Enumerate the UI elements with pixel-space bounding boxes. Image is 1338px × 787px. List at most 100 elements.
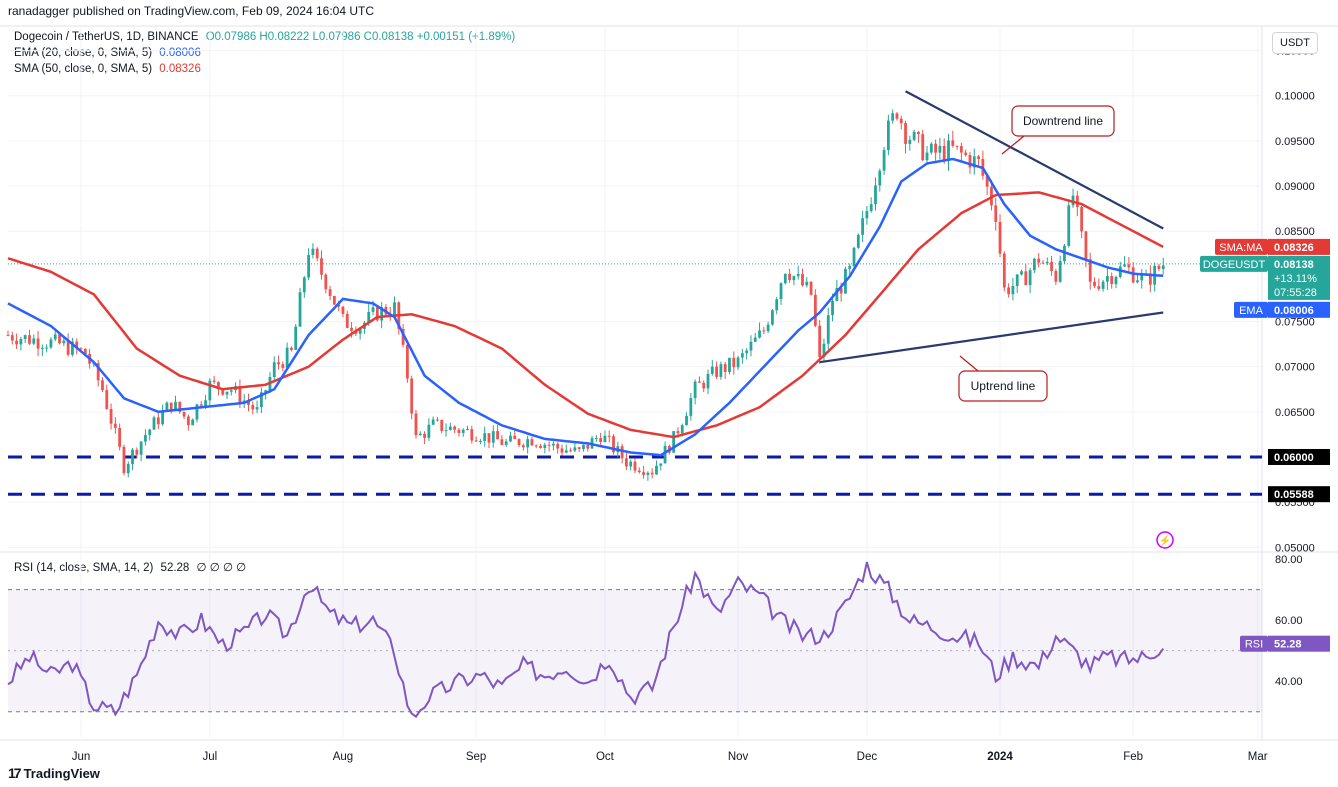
candle-body [1015, 274, 1019, 286]
candle-body [161, 410, 165, 425]
candle-body [929, 143, 933, 153]
candle-body [474, 440, 478, 442]
candle-body [290, 347, 293, 350]
candle-body [461, 429, 465, 433]
candle-body [169, 402, 173, 410]
candle-body [783, 273, 787, 284]
candle-body [45, 347, 49, 349]
candle-body [1020, 271, 1023, 275]
candle-body [1058, 261, 1062, 282]
candle-body [10, 335, 14, 341]
candle-body [1037, 258, 1041, 263]
candle-body [208, 380, 212, 401]
candle-body [500, 439, 504, 445]
candle-body [577, 447, 581, 449]
candle-body [848, 266, 852, 269]
candle-body [371, 307, 375, 312]
trendline [819, 311, 1164, 364]
candle-body [921, 134, 925, 161]
time-tick-label: Sep [466, 751, 486, 763]
candle-body [680, 425, 684, 434]
candle-body [1136, 280, 1139, 283]
candle-body [861, 218, 865, 235]
currency-button[interactable]: USDT [1272, 32, 1318, 54]
candle-body [247, 400, 250, 405]
candle-body [6, 335, 10, 337]
candle-body [221, 388, 225, 395]
candle-body [826, 315, 830, 344]
legend-ema-row[interactable]: EMA (20, close, 0, SMA, 5) 0.08006 [14, 47, 201, 59]
rsi-tag-value: 52.28 [1274, 639, 1302, 651]
candle-body [1114, 276, 1118, 285]
candle-body [912, 131, 916, 140]
alert-icon-glyph: ⚡ [1159, 534, 1171, 547]
uptrend-callout-box [958, 370, 1048, 402]
price-tick-label: 0.05000 [1275, 542, 1315, 554]
candle-body [135, 449, 139, 455]
candle-body [470, 429, 474, 441]
candle-body [586, 444, 590, 449]
time-tick-label: 2024 [987, 751, 1013, 763]
candle-body [251, 404, 255, 410]
candle-body [414, 413, 418, 436]
candle-body [994, 205, 998, 222]
rsi-tick-label: 60.00 [1275, 615, 1303, 627]
candle-body [904, 123, 907, 144]
candle-body [96, 363, 100, 381]
rsi-tag-label-bg [1240, 635, 1268, 652]
candle-body [259, 392, 263, 408]
rsi-tick-label: 80.00 [1275, 554, 1303, 566]
candle-body [556, 443, 560, 449]
candle-body [1041, 262, 1045, 264]
candle-body [530, 439, 534, 446]
candle-body [466, 429, 469, 431]
candle-body [891, 113, 895, 121]
candle-body [689, 398, 693, 416]
candle-body [1084, 231, 1088, 260]
candle-body [766, 324, 770, 332]
legend-sma-row[interactable]: SMA (50, close, 0, SMA, 5) 0.08326 [14, 63, 201, 75]
candle-body [405, 344, 409, 379]
candle-body [83, 348, 87, 355]
candle-body [1054, 270, 1058, 282]
candle-body [272, 362, 276, 378]
candle-body [1161, 265, 1165, 269]
candle-body [478, 440, 482, 442]
legend-symbol-row: Dogecoin / TetherUS, 1D, BINANCE O0.0798… [14, 31, 515, 43]
candle-body [1101, 281, 1105, 289]
candle-body [71, 341, 74, 355]
candle-body [75, 341, 79, 349]
candle-body [710, 366, 714, 374]
candle-body [118, 427, 122, 447]
candle-body [659, 463, 663, 466]
candle-body [79, 348, 83, 350]
candle-body [191, 419, 195, 426]
candle-body [285, 347, 289, 368]
candle-body [281, 364, 285, 368]
candle-body [358, 328, 362, 334]
candle-body [801, 274, 804, 286]
candle-body [693, 381, 697, 399]
legend-symbol[interactable]: Dogecoin / TetherUS, 1D, BINANCE [14, 31, 199, 43]
candle-body [156, 417, 160, 425]
uptrend-callout-pointer [959, 355, 979, 372]
candle-body [444, 430, 448, 432]
candle-body [732, 357, 736, 368]
candle-body [217, 381, 220, 389]
candle-body [1075, 195, 1079, 207]
ema-tag-label: EMA [1239, 305, 1264, 317]
candle-body [788, 273, 792, 281]
footer-brand: 17 TradingView [8, 765, 100, 781]
candle-body [1110, 276, 1114, 285]
candle-body [964, 152, 968, 156]
candle-body [423, 433, 426, 438]
candle-body [148, 429, 152, 436]
candle-body [663, 445, 667, 464]
price-tick-label: 0.09500 [1275, 136, 1315, 148]
legend-rsi-value: 52.28 [160, 562, 190, 574]
candle-body [1148, 273, 1152, 285]
candle-body [878, 170, 882, 186]
legend-rsi-row[interactable]: RSI (14, close, SMA, 14, 2) 52.28 ∅ ∅ ∅ … [14, 560, 246, 574]
candle-body [144, 435, 147, 442]
